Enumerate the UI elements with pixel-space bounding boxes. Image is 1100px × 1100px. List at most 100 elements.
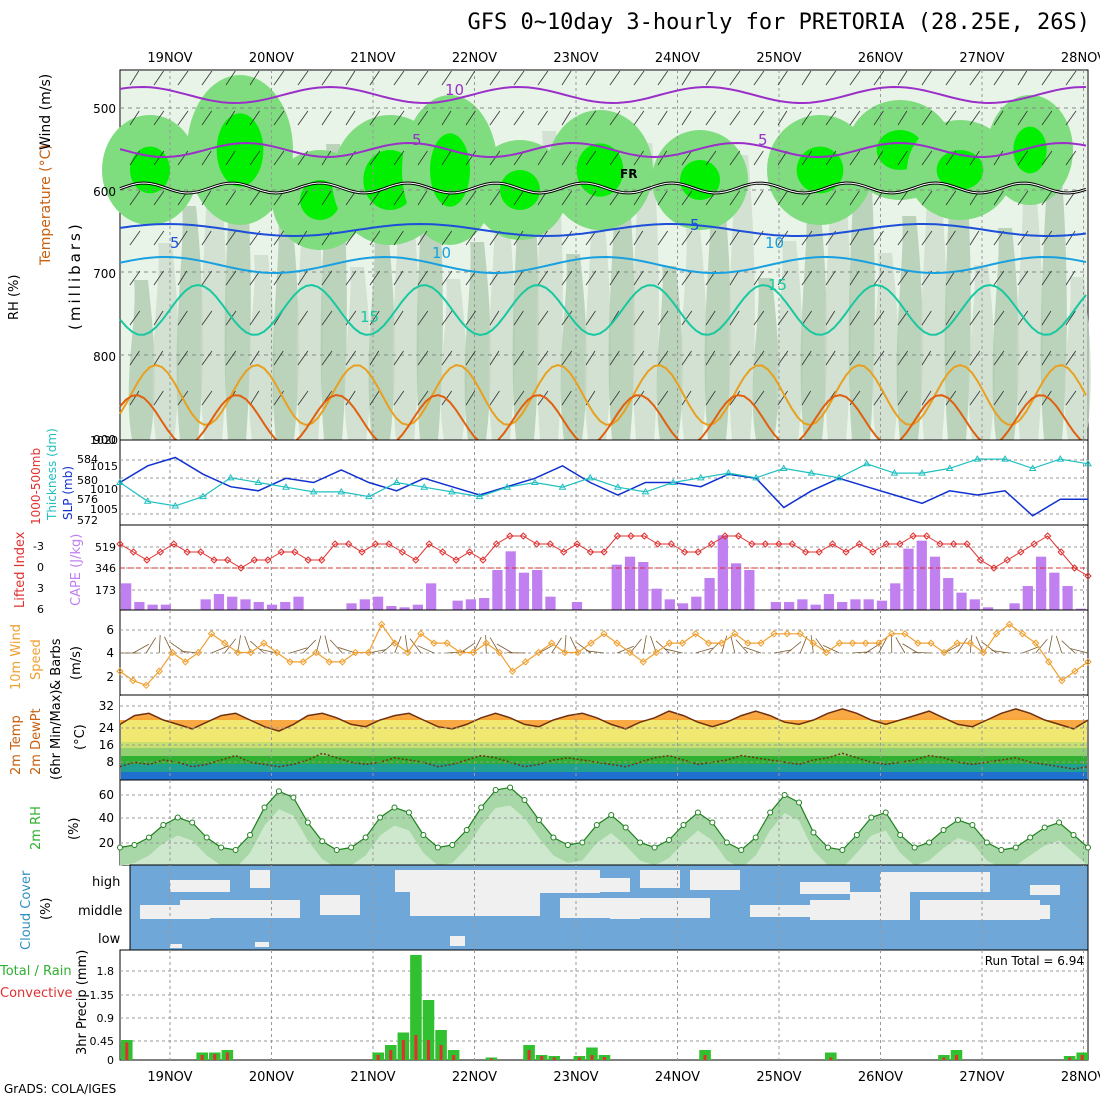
- thickness-marker: [199, 492, 207, 500]
- rh-marker: [796, 799, 803, 806]
- wind-barb: [441, 150, 452, 166]
- thickness-line: [119, 458, 1089, 507]
- lifted-marker: [640, 532, 649, 540]
- wind-barb: [801, 310, 812, 326]
- wind-barb: [969, 390, 981, 406]
- wind-barb-10m: [394, 636, 402, 654]
- wind-barb: [753, 190, 764, 206]
- rh-saturated-zone: [130, 146, 170, 194]
- lifted-marker: [734, 532, 743, 540]
- rh-marker: [420, 832, 427, 838]
- wind-barb: [561, 110, 572, 126]
- cape-bar: [784, 602, 795, 610]
- bottom-date-label: 27NOV: [959, 1070, 1004, 1085]
- wind-barb: [153, 270, 164, 286]
- cape-bar: [386, 606, 397, 610]
- wind-barb: [201, 190, 212, 206]
- wind-barb: [681, 310, 693, 326]
- lifted-marker: [559, 548, 568, 556]
- wind-speed-marker: [639, 658, 647, 666]
- lifted-marker: [116, 540, 124, 548]
- precip-conv-bar: [125, 1042, 129, 1060]
- rh-marker: [666, 837, 673, 843]
- cape-label-b: CAPE (J/kg): [69, 534, 84, 606]
- thickness-marker: [1028, 464, 1037, 471]
- lifted-marker: [143, 556, 151, 564]
- wind-barb: [345, 110, 356, 126]
- thickness-tick: 584: [77, 453, 98, 466]
- wind-barb: [513, 70, 525, 86]
- wind-speed-marker: [1005, 620, 1014, 629]
- bottom-date-label: 26NOV: [858, 1070, 903, 1085]
- rh-marker: [391, 804, 398, 811]
- wind-barb: [945, 110, 957, 126]
- precip-total-bar: [422, 1000, 435, 1060]
- wind-barb: [657, 110, 668, 126]
- rh-marker: [174, 814, 181, 821]
- wind-barb: [777, 310, 789, 326]
- wind-barb: [345, 70, 356, 86]
- wind-speed-marker: [770, 630, 778, 638]
- wind-speed-marker: [299, 658, 307, 666]
- cape-bar: [227, 596, 238, 610]
- thickness-marker: [807, 469, 816, 476]
- rh-marker: [839, 847, 846, 853]
- wind-barb: [897, 390, 908, 406]
- wind-barb: [249, 70, 260, 86]
- wind-barb: [657, 190, 668, 206]
- wind-barb: [1017, 70, 1028, 86]
- cloud-label-b: (%): [39, 898, 54, 921]
- thickness-marker: [254, 478, 263, 485]
- precip-conv-bar: [439, 1045, 443, 1060]
- wind-barb: [129, 190, 141, 206]
- wind-barb: [297, 230, 308, 246]
- precip-label-c: 3hr Precip (mm): [75, 950, 90, 1055]
- rh-marker: [998, 847, 1005, 853]
- wind-barb-10m: [1061, 640, 1076, 654]
- thickness-marker: [116, 478, 124, 485]
- wind-barb: [657, 70, 668, 86]
- lifted-marker: [317, 556, 326, 564]
- lifted-marker: [264, 556, 272, 564]
- cape-bar: [346, 603, 357, 610]
- wind-barb-10m: [586, 650, 605, 654]
- thickness-marker: [420, 483, 429, 490]
- wind-barb-10m: [810, 635, 814, 654]
- precip-conv-bar: [829, 1057, 833, 1060]
- wind-barb: [849, 190, 860, 206]
- lifted-marker: [815, 548, 823, 556]
- cloud-block: [180, 900, 300, 918]
- wind-barb-10m: [158, 635, 161, 654]
- cape-bar: [240, 599, 251, 610]
- lifted-marker: [694, 548, 702, 556]
- top-date-label: 28NOV: [1061, 51, 1100, 66]
- wind-speed-marker: [338, 658, 347, 666]
- wind-speed-marker: [600, 630, 608, 638]
- wind-barb: [225, 230, 237, 246]
- wind-barb: [153, 110, 165, 126]
- rh-plume: [392, 193, 419, 440]
- wind-barb: [849, 350, 861, 366]
- wind-speed-marker: [626, 648, 634, 657]
- wind-label-c: & Barbs: [49, 638, 64, 690]
- cloud-block: [450, 936, 465, 946]
- lifted-marker: [237, 564, 245, 572]
- wind-barb: [153, 310, 164, 326]
- wind-barb: [537, 350, 549, 366]
- thickness-marker: [945, 464, 954, 471]
- wind-barb: [585, 230, 597, 246]
- wind-barb: [873, 390, 885, 406]
- pressure-tick: 600: [93, 185, 116, 199]
- wind-barb: [705, 70, 716, 86]
- wind-barb: [465, 150, 477, 166]
- wind-barb: [897, 70, 908, 86]
- cape-bar: [1035, 556, 1047, 610]
- wind-barb: [609, 390, 621, 406]
- cape-bar: [571, 602, 583, 610]
- lifted-marker: [976, 556, 985, 564]
- wind-barb: [729, 110, 741, 126]
- wind-barb: [873, 70, 885, 86]
- lifted-marker: [600, 548, 608, 556]
- wind-barb: [273, 70, 285, 86]
- cape-bar: [518, 572, 530, 610]
